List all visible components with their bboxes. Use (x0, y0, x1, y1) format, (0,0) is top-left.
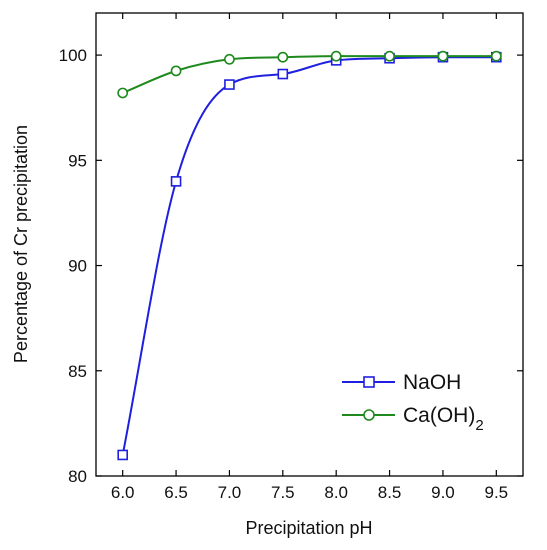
x-tick-label: 6.0 (111, 483, 135, 502)
x-tick-label: 8.5 (378, 483, 402, 502)
data-point-caoh2 (170, 65, 182, 77)
data-point-caoh2 (384, 50, 395, 62)
series-naoh (117, 51, 502, 461)
y-tick-label: 80 (68, 467, 87, 486)
legend-marker-naoh (363, 376, 375, 388)
y-tick-label: 85 (68, 362, 87, 381)
data-point-caoh2 (117, 87, 129, 99)
x-tick-label: 9.5 (484, 483, 508, 502)
y-axis-title: Percentage of Cr precipitation (11, 125, 31, 363)
data-point-caoh2 (224, 53, 235, 65)
legend-label-caoh2-subscript: 2 (475, 417, 483, 434)
data-point-caoh2 (490, 50, 502, 62)
y-tick-label: 95 (68, 151, 87, 170)
legend-label-caoh2: Ca(OH)2 (403, 404, 484, 434)
data-point-naoh (224, 79, 235, 90)
x-axis: 6.0 6.5 7.0 7.5 8.0 8.5 9.0 9.5 (111, 13, 508, 502)
data-point-naoh (170, 176, 182, 187)
data-point-naoh (117, 449, 128, 461)
legend-label-caoh2-main: Ca(OH) (403, 404, 475, 427)
x-tick-label: 6.5 (164, 483, 188, 502)
series-caoh2 (117, 50, 502, 99)
legend-label-naoh: NaOH (403, 371, 461, 394)
series-layer (117, 50, 502, 461)
y-axis: 80 85 90 95 100 (59, 46, 523, 486)
y-tick-label: 100 (59, 46, 87, 65)
x-tick-label: 8.0 (324, 483, 348, 502)
legend-marker-caoh2 (363, 409, 375, 421)
data-point-caoh2 (277, 51, 289, 63)
data-point-caoh2 (330, 50, 342, 62)
data-point-caoh2 (437, 50, 449, 62)
x-tick-label: 7.5 (271, 483, 295, 502)
x-axis-title: Precipitation pH (245, 518, 372, 538)
legend: NaOH Ca(OH)2 (342, 371, 484, 434)
data-point-naoh (277, 68, 289, 80)
y-tick-label: 90 (68, 257, 87, 276)
x-tick-label: 9.0 (431, 483, 455, 502)
series-line-naoh (121, 56, 497, 456)
plot-frame (95, 12, 524, 477)
x-tick-label: 7.0 (218, 483, 242, 502)
